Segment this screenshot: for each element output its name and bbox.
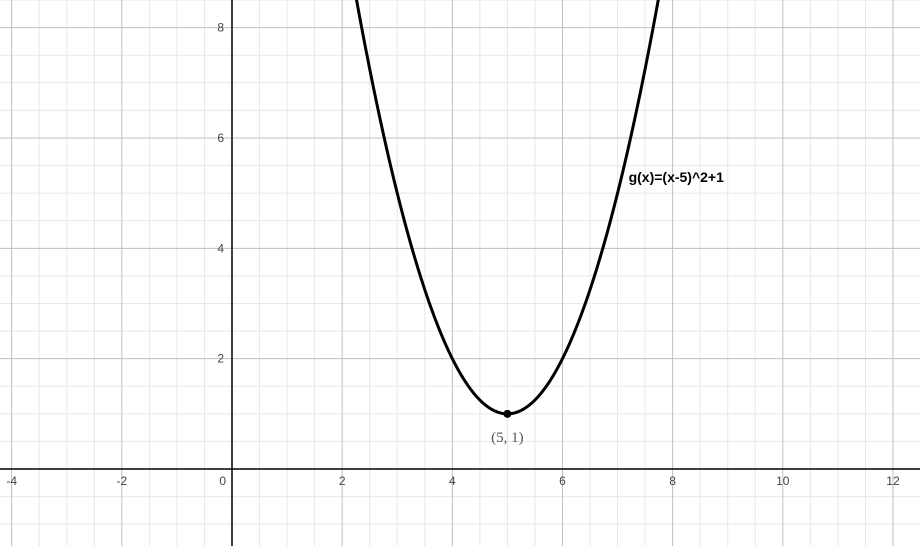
vertex-label: (5, 1) — [491, 430, 524, 446]
x-tick-label: 10 — [776, 474, 790, 488]
axis-tick-labels: -4 -2 0 2 4 6 8 10 12 2 4 6 8 — [6, 21, 900, 488]
x-tick-label: 8 — [669, 474, 676, 488]
vertex-point — [503, 410, 511, 418]
x-tick-label: 4 — [449, 474, 456, 488]
grid-minor — [0, 0, 920, 546]
x-tick-label: -4 — [6, 474, 17, 488]
x-tick-label: 6 — [559, 474, 566, 488]
x-tick-label: -2 — [117, 474, 128, 488]
x-tick-label: 0 — [219, 474, 226, 488]
y-tick-label: 8 — [217, 21, 224, 35]
chart-svg: -4 -2 0 2 4 6 8 10 12 2 4 6 8 (5, 1) g(x)=(x-5)^2+1 — [0, 0, 920, 546]
y-tick-label: 2 — [217, 352, 224, 366]
y-tick-label: 4 — [217, 241, 224, 255]
function-label: g(x)=(x-5)^2+1 — [629, 169, 725, 185]
x-tick-label: 12 — [886, 474, 900, 488]
parabola-chart: -4 -2 0 2 4 6 8 10 12 2 4 6 8 (5, 1) g(x)=(x-5)^2+1 — [0, 0, 920, 546]
x-tick-label: 2 — [339, 474, 346, 488]
grid-major — [0, 0, 920, 546]
y-tick-label: 6 — [217, 131, 224, 145]
